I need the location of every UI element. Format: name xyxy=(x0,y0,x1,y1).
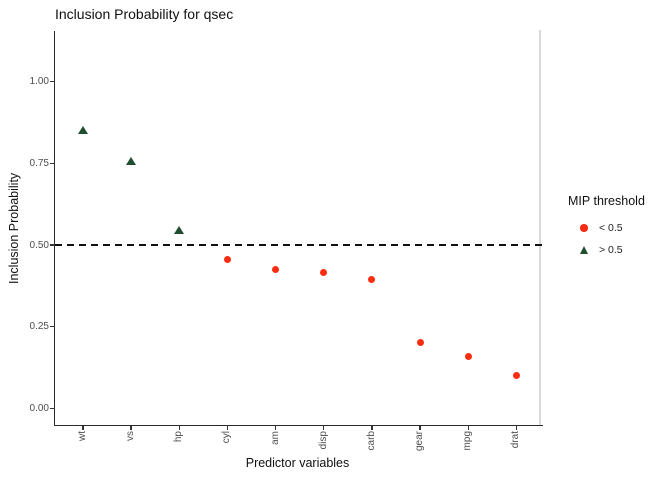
x-tick-label-drat: drat xyxy=(510,431,522,449)
x-axis-line xyxy=(54,424,543,426)
y-tick-label: 1.00 xyxy=(29,76,49,88)
legend: MIP threshold < 0.5 > 0.5 xyxy=(566,194,645,261)
point-mpg xyxy=(464,352,472,360)
legend-item-below-threshold: < 0.5 xyxy=(566,217,645,239)
panel-right-border xyxy=(539,30,541,425)
y-axis-title: Inclusion Probability xyxy=(7,172,21,284)
chart-title: Inclusion Probability for qsec xyxy=(55,6,234,22)
point-hp xyxy=(174,225,185,234)
x-tick-label-vs: vs xyxy=(125,431,137,441)
point-wt xyxy=(78,126,88,135)
point-drat xyxy=(512,372,520,380)
x-tick-label-gear: gear xyxy=(414,431,426,452)
x-tick-label-mpg: mpg xyxy=(462,431,474,451)
x-tick xyxy=(467,426,469,430)
x-tick xyxy=(82,426,84,430)
threshold-line xyxy=(55,244,546,246)
x-tick xyxy=(130,426,132,430)
legend-item-label: < 0.5 xyxy=(599,222,623,234)
point-vs xyxy=(126,157,137,166)
x-tick xyxy=(419,426,421,430)
x-tick xyxy=(226,426,229,430)
x-tick-label-hp: hp xyxy=(173,431,185,443)
point-disp xyxy=(320,269,328,277)
y-tick xyxy=(50,162,55,165)
x-tick-label-cyl: cyl xyxy=(221,431,233,444)
circle-marker-icon xyxy=(580,224,588,232)
y-tick xyxy=(50,244,55,246)
legend-title: MIP threshold xyxy=(568,194,645,208)
point-cyl xyxy=(223,256,231,264)
x-tick xyxy=(274,426,277,430)
x-tick-label-carb: carb xyxy=(365,431,377,451)
legend-key-box xyxy=(573,246,595,254)
x-tick-label-wt: wt xyxy=(77,431,88,441)
y-tick-label: 0.00 xyxy=(29,402,49,414)
x-axis-title: Predictor variables xyxy=(245,456,350,470)
y-tick xyxy=(50,81,55,83)
y-tick-label: 0.50 xyxy=(29,239,49,251)
legend-key-box xyxy=(573,224,595,232)
point-gear xyxy=(416,339,424,347)
y-tick-label: 0.25 xyxy=(29,321,49,333)
y-tick xyxy=(50,407,55,409)
x-tick xyxy=(323,426,325,430)
point-am xyxy=(272,265,280,273)
x-tick-label-am: am xyxy=(269,431,281,445)
y-tick xyxy=(50,325,55,328)
legend-item-label: > 0.5 xyxy=(599,244,623,256)
point-carb xyxy=(368,275,376,283)
legend-item-above-threshold: > 0.5 xyxy=(566,239,645,261)
triangle-marker-icon xyxy=(580,246,588,254)
x-tick-label-disp: disp xyxy=(317,431,329,450)
x-tick xyxy=(515,426,518,430)
x-tick xyxy=(371,426,373,430)
y-axis-line xyxy=(54,31,56,426)
y-tick-label: 0.75 xyxy=(29,157,49,169)
x-tick xyxy=(178,426,180,430)
